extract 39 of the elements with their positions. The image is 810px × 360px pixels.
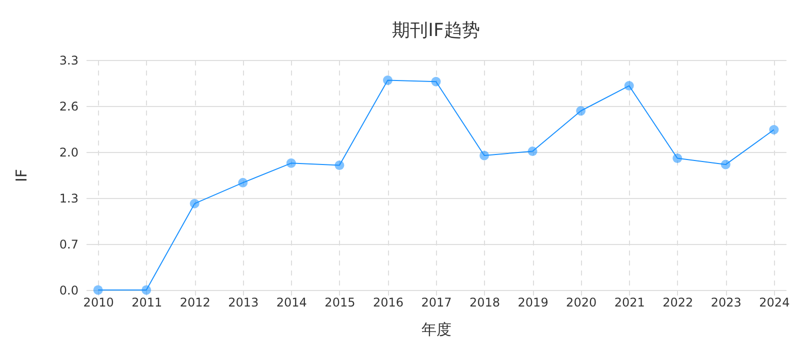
x-tick-label: 2023 xyxy=(710,296,742,310)
point xyxy=(431,76,441,86)
x-tick-label: 2010 xyxy=(83,296,114,310)
point xyxy=(334,160,344,170)
y-tick-label: 2.0 xyxy=(59,146,78,160)
point xyxy=(672,154,682,164)
x-tick-label: 2011 xyxy=(132,296,162,310)
x-tick-label: 2016 xyxy=(372,296,404,310)
point xyxy=(769,124,779,134)
x-tick-label: 2020 xyxy=(566,296,597,310)
point xyxy=(93,285,103,295)
point xyxy=(382,75,392,85)
point xyxy=(142,285,152,295)
y-tick-label: 2.6 xyxy=(59,100,78,114)
x-tick-label: 2024 xyxy=(759,296,790,310)
point xyxy=(480,150,490,160)
point xyxy=(190,198,200,208)
chart-title: 期刊IF趋势 xyxy=(392,20,480,41)
x-tick-label: 2022 xyxy=(662,296,694,310)
y-tick-label: 1.3 xyxy=(59,192,78,206)
x-tick-label: 2014 xyxy=(276,296,307,310)
y-axis-title: IF xyxy=(12,168,30,182)
point xyxy=(238,178,248,188)
x-axis-title: 年度 xyxy=(422,320,452,338)
y-tick-label: 0.7 xyxy=(59,238,78,252)
point xyxy=(528,146,538,156)
x-tick-label: 2012 xyxy=(180,296,210,310)
x-tick-label: 2018 xyxy=(470,296,500,310)
x-tick-label: 2017 xyxy=(421,296,452,310)
point xyxy=(624,81,634,91)
point xyxy=(286,158,296,168)
y-tick-label: 0.0 xyxy=(59,284,78,298)
y-tick-label: 3.3 xyxy=(59,54,78,68)
point xyxy=(576,106,586,116)
x-tick-label: 2013 xyxy=(228,296,259,310)
point xyxy=(720,160,730,170)
x-tick-label: 2015 xyxy=(324,296,356,310)
x-tick-label: 2019 xyxy=(518,296,548,310)
x-tick-label: 2021 xyxy=(614,296,645,310)
